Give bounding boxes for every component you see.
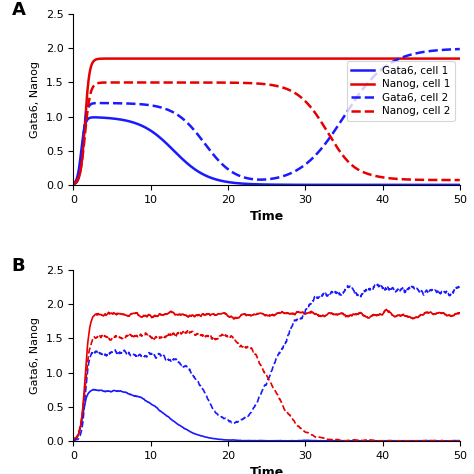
Gata6, cell 1 [336, 182, 342, 188]
Nanog, cell 1 [372, 56, 378, 62]
Gata6, cell 1 [91, 115, 97, 120]
Nanog, cell 1 [110, 56, 116, 62]
Nanog, cell 1 [336, 56, 342, 62]
Gata6, cell 2 [457, 46, 463, 52]
Line: Nanog, cell 1: Nanog, cell 1 [73, 59, 460, 184]
Nanog, cell 1 [71, 182, 76, 187]
Gata6, cell 1 [372, 182, 378, 188]
Legend: Gata6, cell 1, Nanog, cell 1, Gata6, cell 2, Nanog, cell 2: Gata6, cell 1, Nanog, cell 1, Gata6, cel… [346, 61, 455, 121]
Gata6, cell 2 [227, 168, 233, 173]
Gata6, cell 2 [379, 66, 384, 72]
Nanog, cell 2 [372, 173, 378, 179]
X-axis label: Time: Time [249, 466, 284, 474]
Nanog, cell 2 [110, 80, 116, 85]
Gata6, cell 1 [227, 180, 233, 185]
Text: B: B [12, 256, 25, 274]
Nanog, cell 2 [457, 177, 463, 183]
Y-axis label: Gata6, Nanog: Gata6, Nanog [30, 61, 40, 138]
Gata6, cell 1 [71, 181, 76, 186]
Y-axis label: Gata6, Nanog: Gata6, Nanog [30, 317, 40, 394]
Gata6, cell 2 [336, 122, 342, 128]
X-axis label: Time: Time [249, 210, 284, 223]
Gata6, cell 1 [457, 182, 463, 188]
Gata6, cell 2 [372, 73, 378, 78]
Nanog, cell 1 [241, 56, 247, 62]
Nanog, cell 1 [379, 56, 385, 62]
Line: Nanog, cell 2: Nanog, cell 2 [73, 82, 460, 184]
Gata6, cell 2 [241, 174, 246, 180]
Nanog, cell 1 [164, 56, 169, 62]
Line: Gata6, cell 1: Gata6, cell 1 [73, 118, 460, 185]
Nanog, cell 2 [336, 147, 342, 153]
Nanog, cell 2 [241, 80, 247, 86]
Gata6, cell 2 [110, 100, 116, 106]
Gata6, cell 1 [241, 181, 247, 187]
Nanog, cell 2 [227, 80, 233, 85]
Line: Gata6, cell 2: Gata6, cell 2 [73, 49, 460, 184]
Nanog, cell 2 [71, 181, 76, 187]
Gata6, cell 1 [110, 116, 116, 121]
Nanog, cell 1 [227, 56, 233, 62]
Gata6, cell 1 [379, 182, 385, 188]
Nanog, cell 1 [457, 56, 463, 62]
Text: A: A [12, 0, 26, 18]
Gata6, cell 2 [71, 182, 76, 187]
Nanog, cell 2 [121, 80, 127, 85]
Nanog, cell 2 [379, 174, 385, 180]
